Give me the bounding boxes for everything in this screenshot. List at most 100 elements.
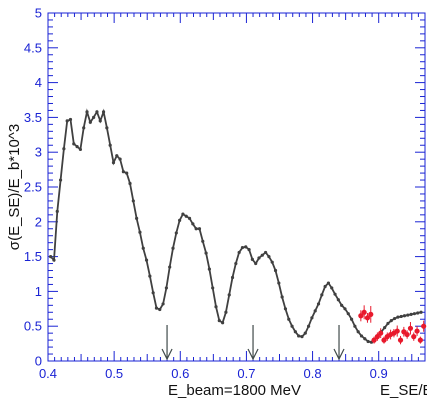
curve-point bbox=[306, 324, 311, 328]
y-tick-label: 0 bbox=[35, 354, 42, 369]
curve-point bbox=[62, 147, 66, 151]
curve-point bbox=[386, 321, 390, 326]
curve-point bbox=[181, 212, 185, 216]
annotation-text: E_beam=1800 MeV bbox=[168, 382, 301, 399]
curve-point bbox=[234, 261, 238, 266]
y-tick-label: 1.5 bbox=[24, 249, 42, 264]
x-tick-label: 0.9 bbox=[370, 366, 388, 381]
curve-point bbox=[58, 178, 63, 182]
curve-point bbox=[108, 143, 112, 147]
curve-point bbox=[300, 335, 304, 339]
measured-point bbox=[371, 337, 377, 343]
curve-point bbox=[92, 115, 96, 119]
curve-point bbox=[419, 310, 423, 314]
arrow-head bbox=[247, 348, 259, 361]
y-tick-label: 4 bbox=[35, 75, 42, 90]
measured-point bbox=[421, 323, 427, 329]
curve-point bbox=[416, 311, 420, 315]
curve-point bbox=[115, 154, 119, 158]
y-tick-label: 3.5 bbox=[24, 110, 42, 125]
curve-point bbox=[297, 334, 301, 338]
curve-point bbox=[244, 245, 248, 249]
curve-point bbox=[303, 331, 307, 335]
x-axis-title: E_SE/E_b bbox=[380, 382, 427, 399]
curve-point bbox=[49, 255, 53, 259]
y-tick-label: 4.5 bbox=[24, 40, 42, 55]
arrow-head bbox=[333, 348, 345, 361]
measured-point bbox=[374, 334, 380, 340]
curve-point bbox=[138, 230, 142, 234]
axis-tick-labels: 0.4 0.5 0.6 0.7 0.8 0.9 0 0.5 1 1.5 2 2.5 3 3.5 4 4.5 5 bbox=[24, 6, 388, 382]
x-tick-label: 0.5 bbox=[105, 366, 123, 381]
curve-point bbox=[293, 330, 297, 334]
curve-point bbox=[78, 147, 83, 152]
curve-point bbox=[144, 258, 149, 262]
curve-point bbox=[164, 286, 168, 290]
curve-point bbox=[383, 325, 387, 330]
measured-point bbox=[368, 311, 374, 317]
curve-point bbox=[131, 199, 135, 203]
curve-point bbox=[98, 119, 102, 123]
curve-point bbox=[396, 315, 400, 319]
curve-point bbox=[267, 255, 271, 259]
curve-point bbox=[174, 231, 178, 235]
curve-point bbox=[260, 253, 264, 257]
curve-point bbox=[178, 218, 182, 223]
curve-point bbox=[359, 334, 364, 338]
curve-point bbox=[399, 314, 403, 319]
annotation: E_beam=1800 MeV bbox=[168, 382, 301, 399]
curve-point bbox=[316, 302, 321, 306]
curve-point bbox=[168, 265, 172, 269]
curve-point bbox=[320, 293, 324, 297]
arrow-markers bbox=[161, 325, 345, 361]
curve-point bbox=[85, 110, 89, 114]
x-axis-title-text: E_SE/E_b bbox=[380, 382, 427, 399]
curve-point bbox=[273, 268, 278, 273]
curve-point bbox=[409, 312, 413, 316]
curve-point bbox=[161, 302, 165, 306]
curve-point bbox=[194, 227, 198, 231]
curve-point bbox=[105, 126, 109, 130]
curve-point bbox=[353, 324, 357, 328]
curve-point bbox=[135, 216, 139, 220]
curve-point bbox=[313, 309, 317, 313]
plot-frame bbox=[47, 12, 426, 362]
curve-point bbox=[68, 117, 73, 122]
measured-point bbox=[358, 313, 364, 319]
curve-point bbox=[128, 181, 132, 186]
curve-point bbox=[187, 216, 192, 220]
x-tick-label: 0.6 bbox=[171, 366, 189, 381]
curve-point bbox=[323, 284, 327, 289]
curve-point bbox=[346, 312, 350, 316]
curve-point bbox=[227, 293, 231, 297]
measured-point bbox=[411, 334, 417, 340]
curve-point bbox=[257, 256, 261, 260]
curve-point bbox=[111, 161, 116, 165]
curve-point bbox=[270, 260, 274, 264]
measured-point bbox=[394, 328, 400, 334]
measured-point bbox=[378, 330, 384, 336]
curve-point bbox=[201, 239, 205, 243]
y-axis-title: σ(E_SE)/E_b*10^3 bbox=[6, 124, 23, 250]
curve-point bbox=[264, 250, 268, 255]
curve-point bbox=[171, 246, 175, 250]
curve-point bbox=[392, 316, 397, 321]
curve-point bbox=[65, 119, 69, 123]
curve-point bbox=[283, 307, 288, 311]
curve-point bbox=[326, 281, 331, 285]
x-tick-label: 0.7 bbox=[237, 366, 255, 381]
y-tick-label: 2 bbox=[35, 214, 42, 229]
curve-point bbox=[237, 250, 241, 255]
theory-curve bbox=[49, 108, 422, 344]
curve-point bbox=[217, 319, 221, 323]
curve-point bbox=[340, 303, 344, 307]
curve-point bbox=[211, 286, 215, 290]
curve-point bbox=[356, 330, 360, 334]
curve-point bbox=[158, 307, 162, 312]
curve-point bbox=[363, 337, 367, 341]
curve-point bbox=[125, 171, 129, 175]
curve-point bbox=[224, 310, 228, 314]
curve-point bbox=[349, 317, 354, 321]
curve-point bbox=[254, 261, 258, 266]
